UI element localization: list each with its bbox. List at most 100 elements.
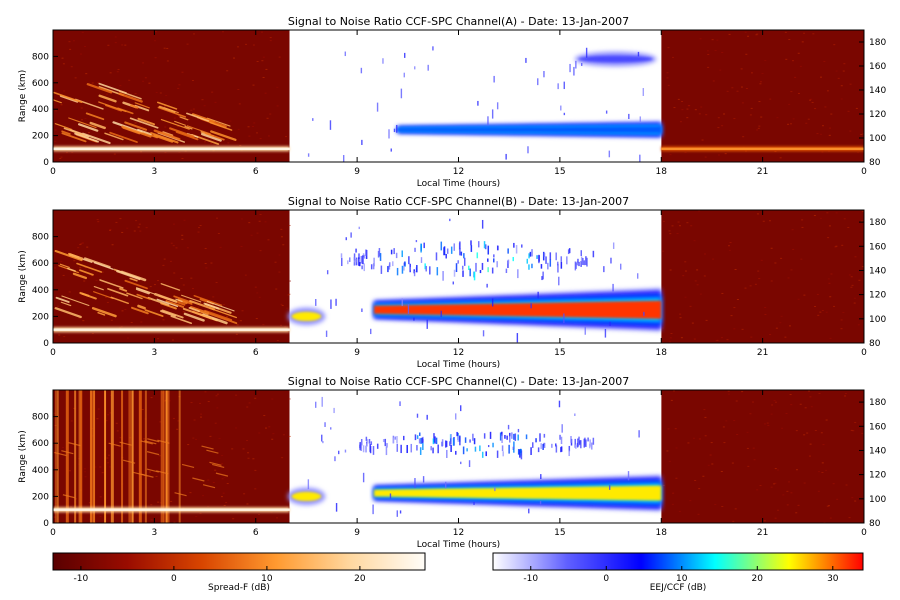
- y-tick-label-right: 120: [869, 291, 886, 301]
- y-tick-label-left: 800: [32, 413, 49, 423]
- feature-bottom-echo-trace: [53, 327, 290, 333]
- day-scatter: [307, 396, 640, 517]
- x-tick-label: 0: [861, 348, 867, 358]
- y-tick-label-right: 80: [869, 519, 881, 529]
- feature-eej-band: [397, 122, 662, 138]
- colorbar-label: EEJ/CCF (dB): [650, 583, 707, 593]
- colorbar-tick-label: 0: [171, 574, 177, 584]
- y-tick-label-right: 120: [869, 110, 886, 120]
- y-tick-label-right: 100: [869, 134, 886, 144]
- x-tick-label: 21: [757, 348, 768, 358]
- x-tick-label: 12: [453, 348, 464, 358]
- colorbar-spread-f: -10 0 10 20 Spread-F (dB): [52, 552, 426, 593]
- y-axis-label: Range (km): [18, 250, 28, 302]
- x-tick-label: 3: [152, 528, 158, 538]
- y-tick-label-left: 600: [32, 79, 49, 89]
- feature-150-km-echoes: [340, 240, 595, 281]
- y-tick-label-left: 800: [32, 233, 49, 243]
- x-tick-label: 15: [554, 167, 565, 177]
- x-tick-label: 6: [253, 167, 259, 177]
- colorbar-eej-ccf: -10 0 10 20 30 EEJ/CCF (dB): [492, 552, 864, 593]
- y-tick-label-right: 140: [869, 86, 886, 96]
- colorbar-tick-label: -10: [74, 574, 89, 584]
- x-tick-label: 21: [757, 528, 768, 538]
- night-speckle: [54, 31, 864, 162]
- feature-interference-stripes: [54, 390, 229, 523]
- x-tick-label: 9: [354, 528, 360, 538]
- x-tick-label: 12: [453, 167, 464, 177]
- colorbar-tick-label: 20: [354, 574, 366, 584]
- y-tick-label-left: 400: [32, 105, 49, 115]
- feature-spread-f-plumes: [53, 82, 237, 145]
- x-tick-label: 0: [50, 348, 56, 358]
- colorbar-gradient: [492, 552, 864, 571]
- rti-panel-2: Signal to Noise Ratio CCF-SPC Channel(B)…: [18, 195, 886, 370]
- feature-upper-blob: [574, 51, 657, 67]
- feature-bottom-echo-trace: [53, 507, 290, 513]
- x-tick-label: 0: [861, 167, 867, 177]
- y-tick-label-right: 140: [869, 446, 886, 456]
- y-tick-label-right: 140: [869, 266, 886, 276]
- rti-panel-1: Signal to Noise Ratio CCF-SPC Channel(A)…: [18, 15, 886, 189]
- x-tick-label: 9: [354, 167, 360, 177]
- feature-early-eej-patch: [287, 307, 326, 326]
- x-tick-label: 3: [152, 167, 158, 177]
- x-axis-label: Local Time (hours): [417, 540, 500, 550]
- feature-early-eej-patch: [287, 487, 326, 506]
- x-tick-label: 15: [554, 348, 565, 358]
- x-tick-label: 15: [554, 528, 565, 538]
- colorbar-tick-label: 10: [676, 574, 688, 584]
- feature-night-trace: [661, 146, 864, 152]
- colorbar-tick-label: 10: [261, 574, 273, 584]
- panel-title: Signal to Noise Ratio CCF-SPC Channel(C)…: [288, 375, 629, 388]
- x-tick-label: 18: [656, 348, 668, 358]
- colorbar-tick-label: 30: [827, 574, 839, 584]
- y-tick-label-left: 600: [32, 439, 49, 449]
- y-tick-label-right: 80: [869, 339, 881, 349]
- y-tick-label-left: 0: [43, 519, 49, 529]
- y-tick-label-left: 400: [32, 286, 49, 296]
- panel-title: Signal to Noise Ratio CCF-SPC Channel(A)…: [288, 15, 629, 28]
- colorbar-tick-label: -10: [523, 574, 538, 584]
- feature-eej-band: [374, 288, 662, 331]
- night-background-right: [661, 210, 864, 343]
- y-tick-label-right: 100: [869, 315, 886, 325]
- panel-title: Signal to Noise Ratio CCF-SPC Channel(B)…: [288, 195, 629, 208]
- colorbar-tick-label: 0: [603, 574, 609, 584]
- feature-150-km-echoes: [359, 431, 595, 460]
- x-tick-label: 9: [354, 348, 360, 358]
- colorbar-gradient: [52, 552, 426, 571]
- x-tick-label: 18: [656, 528, 668, 538]
- x-tick-label: 6: [253, 348, 259, 358]
- night-background-right: [661, 390, 864, 523]
- x-tick-label: 18: [656, 167, 668, 177]
- day-background: [289, 30, 662, 162]
- colorbar-tick-label: 20: [752, 574, 764, 584]
- feature-spread-f-plumes: [54, 250, 238, 325]
- day-scatter: [307, 46, 645, 162]
- y-tick-label-left: 400: [32, 466, 49, 476]
- day-scatter: [315, 218, 645, 343]
- x-tick-label: 0: [861, 528, 867, 538]
- night-speckle: [53, 210, 864, 343]
- y-tick-label-left: 200: [32, 132, 49, 142]
- x-tick-label: 0: [50, 528, 56, 538]
- night-background-left: [53, 210, 290, 343]
- y-tick-label-left: 0: [43, 158, 49, 168]
- y-tick-label-right: 100: [869, 495, 886, 505]
- y-tick-label-left: 800: [32, 52, 49, 62]
- x-tick-label: 12: [453, 528, 464, 538]
- night-background-left: [53, 390, 290, 523]
- y-tick-label-right: 160: [869, 422, 886, 432]
- x-tick-label: 6: [253, 528, 259, 538]
- x-tick-label: 0: [50, 167, 56, 177]
- rti-panel-3: Signal to Noise Ratio CCF-SPC Channel(C)…: [18, 375, 886, 550]
- x-tick-label: 3: [152, 348, 158, 358]
- y-tick-label-right: 180: [869, 218, 886, 228]
- feature-bottom-echo-trace: [53, 146, 290, 152]
- colorbar-label: Spread-F (dB): [208, 583, 270, 593]
- y-tick-label-left: 200: [32, 492, 49, 502]
- x-axis-label: Local Time (hours): [417, 360, 500, 370]
- x-axis-label: Local Time (hours): [417, 179, 500, 189]
